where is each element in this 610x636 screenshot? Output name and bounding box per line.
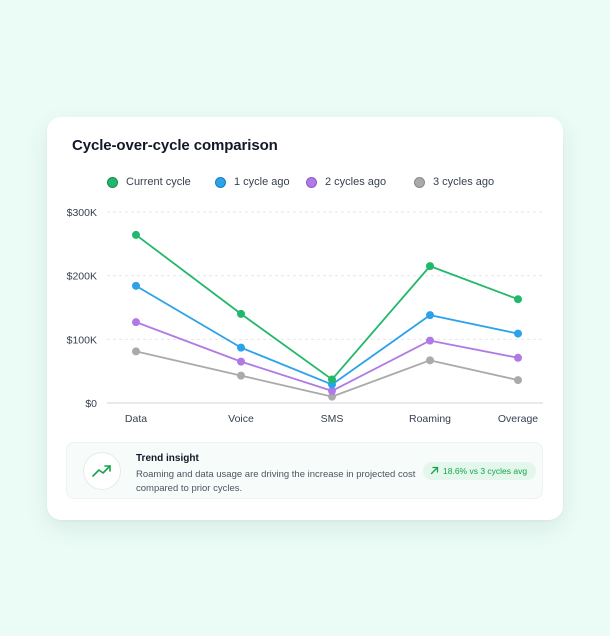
series-line-1 [135, 284, 519, 386]
line-chart: $0 $100K $200K $300K Data Voice SMS Roaming Over… [67, 207, 543, 425]
data-point[interactable] [132, 230, 140, 239]
data-point[interactable] [426, 311, 434, 320]
data-point[interactable] [514, 353, 522, 362]
data-point[interactable] [328, 386, 336, 395]
data-point[interactable] [237, 357, 245, 366]
y-tick-label: $200K [67, 271, 97, 283]
insight-title: Trend insight [136, 453, 199, 464]
trend-insight-panel: Trend insight Roaming and data usage are… [66, 442, 543, 499]
data-point[interactable] [514, 329, 522, 338]
comparison-card: Cycle-over-cycle comparison Current cycl… [47, 117, 563, 520]
x-tick-label: Voice [228, 413, 254, 425]
insight-text: Roaming and data usage are driving the i… [136, 469, 416, 494]
legend-dot-3-cycles-ago [414, 176, 425, 188]
x-tick-label: SMS [321, 413, 344, 425]
chart-legend: Current cycle 1 cycle ago 2 cycles ago 3… [47, 174, 563, 190]
legend-item-1-cycle-ago[interactable]: 1 cycle ago [215, 174, 290, 190]
legend-dot-current [107, 176, 118, 188]
x-tick-label: Overage [498, 413, 538, 425]
data-point[interactable] [237, 309, 245, 318]
legend-dot-2-cycles-ago [306, 176, 317, 188]
arrow-up-right-icon [430, 462, 439, 480]
legend-label: Current cycle [126, 176, 191, 188]
y-tick-label: $0 [85, 398, 97, 410]
data-point[interactable] [426, 262, 434, 271]
trend-badge: 18.6% vs 3 cycles avg [423, 462, 537, 480]
legend-label: 2 cycles ago [325, 176, 387, 188]
x-tick-label: Data [125, 413, 147, 425]
data-point[interactable] [237, 343, 245, 352]
legend-item-current[interactable]: Current cycle [107, 174, 191, 190]
trend-up-icon [83, 452, 121, 490]
y-tick-label: $100K [67, 334, 97, 346]
data-point[interactable] [514, 376, 522, 385]
card-title: Cycle-over-cycle comparison [72, 137, 278, 154]
data-point[interactable] [328, 375, 336, 384]
legend-item-2-cycles-ago[interactable]: 2 cycles ago [306, 174, 386, 190]
data-point[interactable] [132, 281, 140, 290]
legend-item-3-cycles-ago[interactable]: 3 cycles ago [414, 174, 494, 190]
y-tick-label: $300K [67, 207, 97, 219]
data-point[interactable] [328, 392, 336, 401]
data-point[interactable] [426, 336, 434, 345]
data-point[interactable] [237, 371, 245, 380]
x-tick-label: Roaming [409, 413, 451, 425]
badge-text: 18.6% vs 3 cycles avg [443, 466, 528, 476]
legend-label: 3 cycles ago [433, 176, 495, 188]
series-line-0 [135, 234, 519, 381]
legend-label: 1 cycle ago [234, 176, 290, 188]
series-line-2 [135, 321, 519, 392]
data-point[interactable] [132, 347, 140, 356]
data-point[interactable] [514, 295, 522, 304]
data-point[interactable] [426, 356, 434, 365]
data-point[interactable] [132, 318, 140, 327]
legend-dot-1-cycle-ago [215, 176, 226, 188]
